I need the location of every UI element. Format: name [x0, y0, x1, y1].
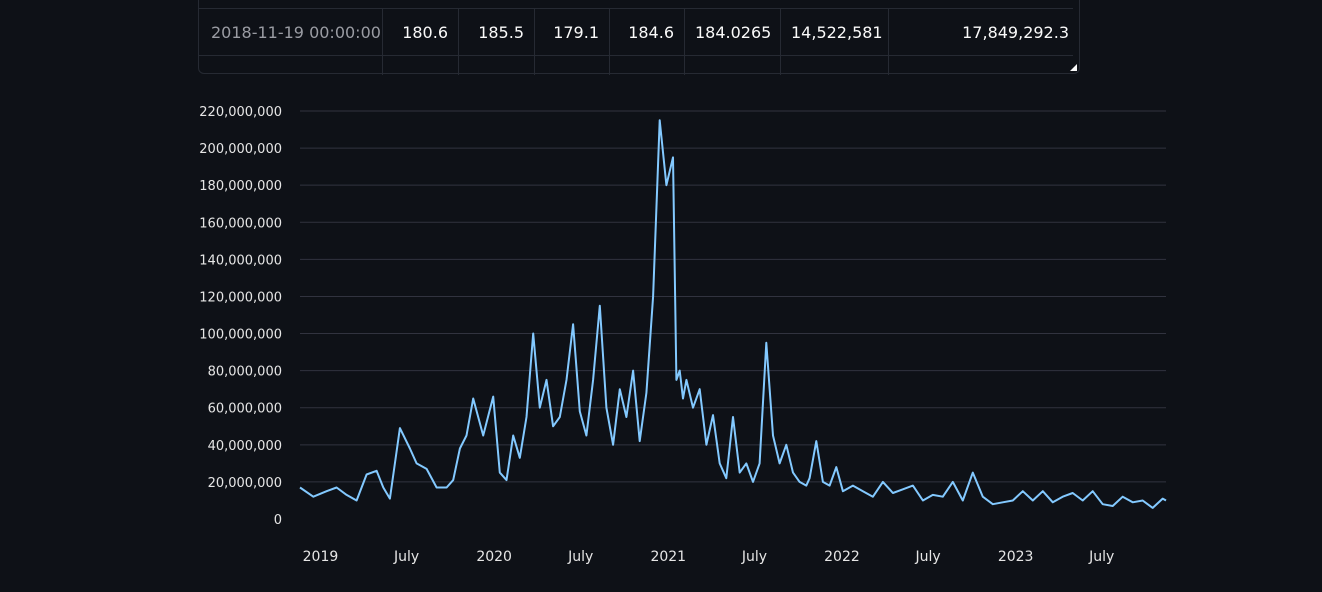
x-tick-label: 2021	[650, 549, 686, 565]
y-axis: 0 20,000,000 40,000,000 60,000,000 80,000,00…	[199, 105, 282, 528]
resize-handle-icon[interactable]	[1070, 64, 1077, 71]
x-tick-label: July	[393, 549, 419, 565]
table-cell: 184.0265	[685, 9, 781, 75]
y-tick-label: 20,000,000	[208, 476, 282, 491]
y-tick-label: 100,000,000	[199, 328, 282, 343]
x-tick-label: 2020	[476, 549, 512, 565]
x-tick-label: July	[914, 549, 940, 565]
grid-lines	[300, 110, 1166, 483]
table-row[interactable]: 2018-11-19 00:00:00 180.6 185.5 179.1 18…	[199, 8, 1073, 75]
x-tick-label: July	[567, 549, 593, 565]
y-tick-label: 120,000,000	[199, 290, 282, 305]
table-cell: 180.6	[383, 9, 459, 75]
y-tick-label: 60,000,000	[208, 402, 282, 417]
y-tick-label: 220,000,000	[199, 105, 282, 120]
y-tick-label: 160,000,000	[199, 216, 282, 231]
x-tick-label: July	[741, 549, 767, 565]
x-tick-label: 2023	[998, 549, 1034, 565]
y-tick-label: 140,000,000	[199, 253, 282, 268]
table-cell: 14,522,581	[781, 9, 889, 75]
y-tick-label: 80,000,000	[208, 365, 282, 380]
table-row-index: 2018-11-19 00:00:00	[199, 9, 383, 75]
y-tick-label: 200,000,000	[199, 142, 282, 157]
x-tick-label: 2019	[303, 549, 339, 565]
y-tick-label: 180,000,000	[199, 179, 282, 194]
table-cell: 179.1	[535, 9, 610, 75]
y-tick-label: 0	[274, 513, 282, 528]
x-axis: 2019 July 2020 July 2021 July 2022 July 2023 July	[303, 549, 1115, 565]
table-cell: 184.6	[610, 9, 685, 75]
series-line	[299, 119, 1167, 509]
data-table: 2018-11-19 00:00:00 180.6 185.5 179.1 18…	[198, 0, 1080, 75]
table-cell: 17,849,292.3	[962, 23, 1069, 42]
table-cell: 185.5	[459, 9, 535, 75]
x-tick-label: 2022	[824, 549, 860, 565]
y-tick-label: 40,000,000	[208, 439, 282, 454]
x-tick-label: July	[1088, 549, 1114, 565]
